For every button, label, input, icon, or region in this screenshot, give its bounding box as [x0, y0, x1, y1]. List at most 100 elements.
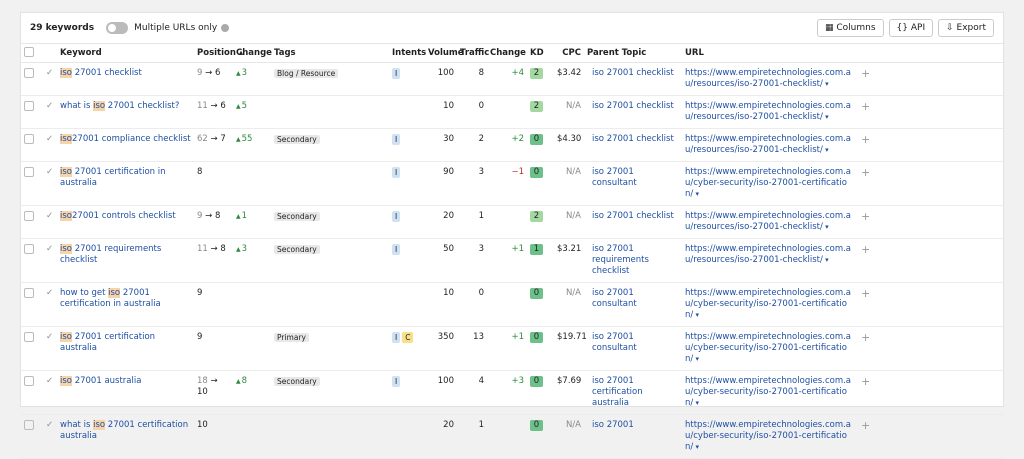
cell: how to get iso 27001 certification in au…: [57, 282, 194, 327]
traffic: 3: [478, 167, 484, 177]
intent-badge: I: [392, 211, 401, 222]
cell: [487, 95, 527, 129]
cell: ✓: [43, 326, 57, 371]
keyword-link[interactable]: iso27001 controls checklist: [60, 211, 176, 221]
keyword-match: iso: [60, 167, 72, 177]
parent-topic[interactable]: iso 27001 checklist: [592, 211, 674, 221]
cell: iso 27001 requirements checklist: [57, 238, 194, 283]
checkbox[interactable]: [24, 244, 34, 254]
checkbox[interactable]: [24, 211, 34, 221]
checkbox[interactable]: [24, 101, 34, 111]
position-change: 5: [236, 101, 247, 111]
intent-badge: I: [392, 167, 401, 178]
url[interactable]: https://www.empiretechnologies.com.au/cy…: [685, 420, 851, 452]
url[interactable]: https://www.empiretechnologies.com.au/re…: [685, 101, 851, 122]
cell: https://www.empiretechnologies.com.au/cy…: [682, 282, 858, 327]
cell: [271, 95, 389, 129]
url[interactable]: https://www.empiretechnologies.com.au/re…: [685, 244, 851, 265]
cpc: N/A: [565, 211, 581, 221]
checkbox[interactable]: [24, 288, 34, 298]
checkbox[interactable]: [24, 376, 34, 386]
kd-badge: 0: [530, 288, 543, 299]
traffic-change: +1: [511, 332, 524, 342]
checkbox[interactable]: [24, 420, 34, 430]
keyword-match: iso: [60, 332, 72, 342]
checkbox[interactable]: [24, 134, 34, 144]
url[interactable]: https://www.empiretechnologies.com.au/cy…: [685, 288, 851, 320]
url[interactable]: https://www.empiretechnologies.com.au/re…: [685, 68, 851, 89]
position-change: 8: [236, 376, 247, 386]
keyword-text: 27001 certification australia: [60, 332, 156, 353]
cell: iso 27001 checklist: [584, 205, 682, 239]
cell: [271, 282, 389, 327]
parent-topic[interactable]: iso 27001 certification australia: [592, 376, 643, 408]
kd-badge: 0: [530, 134, 543, 145]
keyword-link[interactable]: iso 27001 certification in australia: [60, 167, 166, 188]
keyword-link[interactable]: iso 27001 checklist: [60, 68, 142, 78]
parent-topic[interactable]: iso 27001 consultant: [592, 288, 637, 309]
keyword-link[interactable]: what is iso 27001 checklist?: [60, 101, 179, 111]
table-row: ✓ how to get iso 27001 certification in a…: [21, 282, 1005, 327]
keyword-link[interactable]: what is iso 27001 certification australi…: [60, 420, 188, 441]
api-button[interactable]: {} API: [888, 19, 934, 37]
position-change: 3: [236, 244, 247, 254]
keyword-link[interactable]: iso27001 compliance checklist: [60, 134, 191, 144]
cell: 2: [527, 95, 554, 129]
url[interactable]: https://www.empiretechnologies.com.au/re…: [685, 134, 851, 155]
cell: 2: [457, 128, 487, 162]
traffic-change: +3: [511, 376, 524, 386]
cell: [21, 414, 43, 459]
cell: [233, 161, 271, 206]
keyword-link[interactable]: how to get iso 27001 certification in au…: [60, 288, 161, 309]
position-from: 11: [197, 244, 208, 254]
toggle-label: Multiple URLs only: [134, 23, 218, 33]
checkbox[interactable]: [24, 332, 34, 342]
cell: 1: [457, 205, 487, 239]
header-cell: Tags: [271, 43, 389, 63]
checkbox[interactable]: [24, 68, 34, 78]
cell: what is iso 27001 certification australi…: [57, 414, 194, 459]
keyword-link[interactable]: iso 27001 certification australia: [60, 332, 155, 353]
position-from: 9: [197, 211, 203, 221]
position: 8: [220, 244, 226, 254]
parent-topic[interactable]: iso 27001 consultant: [592, 332, 637, 353]
cell: [21, 161, 43, 206]
toggle[interactable]: [106, 22, 129, 34]
cell: 20: [425, 414, 457, 459]
cell: 1: [457, 414, 487, 459]
kd-badge: 2: [530, 211, 543, 222]
cell: iso 27001 consultant: [584, 161, 682, 206]
header-cell: Change: [487, 43, 527, 63]
cell: I: [389, 128, 425, 162]
cell: 9 → 6: [194, 62, 233, 96]
header-label: Intents: [392, 48, 427, 58]
url[interactable]: https://www.empiretechnologies.com.au/re…: [685, 211, 851, 232]
header-cell: Volume: [425, 43, 464, 63]
cell: −1: [487, 161, 527, 206]
intent-badge: I: [392, 332, 401, 343]
columns-button[interactable]: ▦ Columns: [817, 19, 884, 37]
checkbox[interactable]: [24, 46, 34, 57]
parent-topic[interactable]: iso 27001 checklist: [592, 101, 674, 111]
keyword-link[interactable]: iso 27001 requirements checklist: [60, 244, 161, 265]
parent-topic[interactable]: iso 27001 requirements checklist: [592, 244, 649, 276]
cell: iso 27001: [584, 414, 682, 459]
volume: 100: [437, 68, 454, 78]
parent-topic[interactable]: iso 27001 consultant: [592, 167, 637, 188]
kd-badge: 2: [530, 101, 543, 112]
url[interactable]: https://www.empiretechnologies.com.au/cy…: [685, 332, 851, 364]
url[interactable]: https://www.empiretechnologies.com.au/cy…: [685, 376, 851, 408]
cell: ✓: [43, 62, 57, 96]
parent-topic[interactable]: iso 27001 checklist: [592, 134, 674, 144]
export-button[interactable]: ⇩ Export: [938, 19, 994, 37]
cell: N/A: [554, 95, 584, 129]
parent-topic[interactable]: iso 27001: [592, 420, 634, 430]
cell: 0: [457, 282, 487, 327]
cell: I: [389, 62, 425, 96]
parent-topic[interactable]: iso 27001 checklist: [592, 68, 674, 78]
checkbox[interactable]: [24, 167, 34, 177]
url[interactable]: https://www.empiretechnologies.com.au/cy…: [685, 167, 851, 199]
cell: +: [858, 370, 1005, 415]
keyword-link[interactable]: iso 27001 australia: [60, 376, 141, 386]
